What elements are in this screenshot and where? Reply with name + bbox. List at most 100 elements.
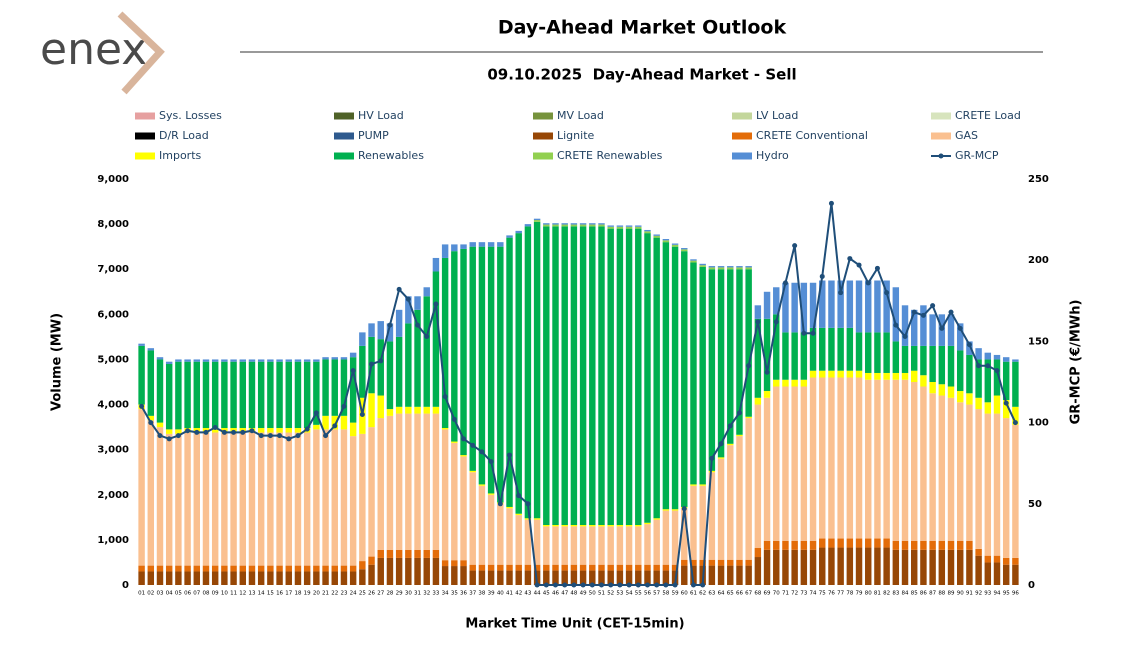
- bar-segment: [506, 506, 513, 509]
- bar-segment: [975, 548, 982, 556]
- bar-segment: [294, 428, 302, 433]
- bar-segment: [616, 570, 624, 585]
- bar-segment: [874, 379, 881, 539]
- legend-label: CRETE Load: [955, 109, 1021, 122]
- bar-segment: [138, 345, 145, 405]
- bar-segment: [773, 314, 780, 380]
- bar-segment: [819, 327, 826, 371]
- bar-segment: [533, 220, 541, 222]
- bar-segment: [487, 494, 495, 565]
- mcp-point: [194, 429, 200, 435]
- bar-segment: [432, 406, 440, 414]
- x-tick-label: 86: [920, 591, 927, 597]
- bar-segment: [855, 370, 863, 378]
- bar-segment: [1012, 406, 1019, 425]
- bar-segment: [469, 570, 476, 585]
- bar-segment: [211, 361, 219, 429]
- bar-segment: [699, 485, 706, 560]
- x-tick-label: 65: [727, 591, 734, 597]
- bar-segment: [515, 233, 522, 514]
- x-tick-label: 22: [331, 591, 338, 597]
- bar-segment: [828, 538, 835, 548]
- bar-segment: [579, 525, 587, 527]
- bar-segment: [1012, 361, 1019, 407]
- bar-segment: [460, 244, 467, 249]
- bar-segment: [441, 566, 449, 585]
- bar-segment: [589, 564, 596, 571]
- bar-segment: [165, 361, 173, 364]
- bar-segment: [681, 248, 688, 250]
- mcp-point: [175, 433, 181, 439]
- bar-segment: [313, 571, 320, 585]
- bar-segment: [993, 413, 1001, 556]
- bar-segment: [395, 406, 403, 414]
- bar-segment: [736, 267, 743, 270]
- bar-segment: [313, 424, 320, 430]
- bar-segment: [800, 386, 808, 541]
- x-tick-label: 72: [791, 591, 798, 597]
- bar-segment: [956, 402, 964, 541]
- x-tick-label: 36: [460, 591, 467, 597]
- bar-segment: [911, 549, 918, 585]
- bar-segment: [727, 443, 734, 446]
- bar-segment: [736, 269, 743, 435]
- x-tick-label: 60: [681, 591, 688, 597]
- bar-segment: [276, 565, 283, 572]
- mcp-point: [231, 429, 237, 435]
- bar-segment: [635, 225, 642, 227]
- bar-segment: [708, 267, 716, 270]
- bar-segment: [745, 416, 752, 419]
- bar-segment: [175, 429, 182, 434]
- bar-segment: [717, 269, 725, 458]
- x-tick-label: 61: [690, 591, 697, 597]
- bar-segment: [552, 526, 559, 565]
- bar-segment: [947, 540, 955, 550]
- y2-tick-label: 150: [1028, 336, 1049, 347]
- mcp-point: [534, 582, 540, 588]
- bar-segment: [938, 540, 946, 550]
- mcp-point: [525, 501, 531, 507]
- bar-segment: [423, 406, 430, 414]
- mcp-point: [323, 433, 329, 439]
- x-tick-label: 15: [267, 591, 274, 597]
- bar-segment: [598, 224, 605, 227]
- mcp-point: [185, 428, 191, 434]
- bar-segment: [515, 513, 522, 516]
- bar-segment: [589, 224, 596, 227]
- bar-segment: [239, 432, 246, 566]
- bar-segment: [819, 377, 826, 539]
- bar-segment: [911, 382, 918, 541]
- bar-segment: [487, 493, 495, 495]
- bar-segment: [975, 409, 982, 549]
- bar-segment: [828, 327, 835, 371]
- x-tick-label: 73: [800, 591, 807, 597]
- x-tick-label: 91: [966, 591, 973, 597]
- bar-segment: [487, 246, 495, 494]
- bar-segment: [809, 282, 817, 328]
- bar-segment: [635, 525, 642, 527]
- x-tick-label: 49: [580, 591, 587, 597]
- legend-label: HV Load: [358, 109, 404, 122]
- bar-segment: [671, 510, 679, 565]
- bar-segment: [322, 571, 329, 585]
- mcp-point: [415, 322, 421, 328]
- mcp-point: [755, 319, 761, 325]
- bar-segment: [901, 345, 909, 373]
- bar-segment: [221, 361, 228, 429]
- bar-segment: [837, 327, 844, 371]
- bar-segment: [956, 540, 964, 550]
- bar-segment: [598, 223, 605, 225]
- bar-segment: [451, 441, 458, 443]
- bar-segment: [874, 538, 881, 548]
- bar-segment: [625, 526, 633, 565]
- mcp-point: [838, 290, 844, 296]
- bar-segment: [349, 571, 357, 585]
- bar-segment: [662, 570, 670, 585]
- bar-segment: [515, 570, 522, 585]
- x-tick-label: 35: [451, 591, 458, 597]
- mcp-point: [350, 368, 356, 374]
- bar-segment: [929, 549, 936, 585]
- bar-segment: [901, 540, 909, 550]
- bar-segment: [1012, 359, 1019, 362]
- bar-segment: [736, 559, 743, 566]
